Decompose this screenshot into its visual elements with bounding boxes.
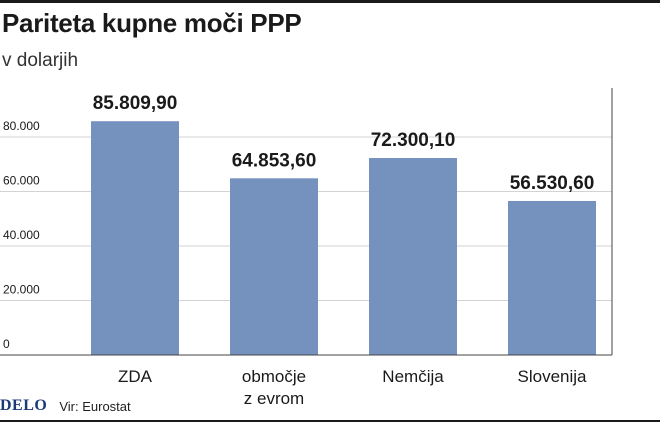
y-tick-label: 40.000 [3, 228, 40, 242]
bar [230, 178, 318, 355]
top-rule [0, 0, 660, 3]
x-tick-label: območje [242, 367, 306, 386]
data-labels: 85.809,90 64.853,60 72.300,10 56.530,60 [93, 93, 595, 194]
bar [508, 200, 596, 355]
delo-logo: DELO [0, 397, 48, 414]
chart-subtitle: v dolarjih [2, 50, 79, 71]
bars [91, 121, 596, 356]
bottom-rule [0, 420, 660, 422]
data-label: 72.300,10 [371, 130, 456, 151]
x-tick-label: Nemčija [382, 367, 444, 386]
chart-title: Pariteta kupne moči PPP [2, 8, 302, 38]
x-tick-label: z evrom [244, 389, 304, 408]
x-tick-label: Slovenija [518, 367, 588, 386]
bar [91, 121, 179, 356]
source-note: Vir: Eurostat [59, 398, 131, 414]
bar [369, 158, 457, 355]
data-label: 85.809,90 [93, 93, 178, 114]
y-tick-label: 80.000 [3, 119, 40, 133]
y-tick-label: 60.000 [3, 174, 40, 188]
data-label: 64.853,60 [232, 150, 317, 171]
footer: DELO Vir: Eurostat [0, 395, 131, 417]
data-label: 56.530,60 [510, 173, 595, 194]
x-tick-label: ZDA [118, 367, 153, 386]
axes: 0 20.000 40.000 60.000 80.000 ZDA območje z evr… [0, 88, 613, 408]
y-tick-label: 0 [3, 337, 10, 351]
y-tick-label: 20.000 [3, 283, 40, 297]
